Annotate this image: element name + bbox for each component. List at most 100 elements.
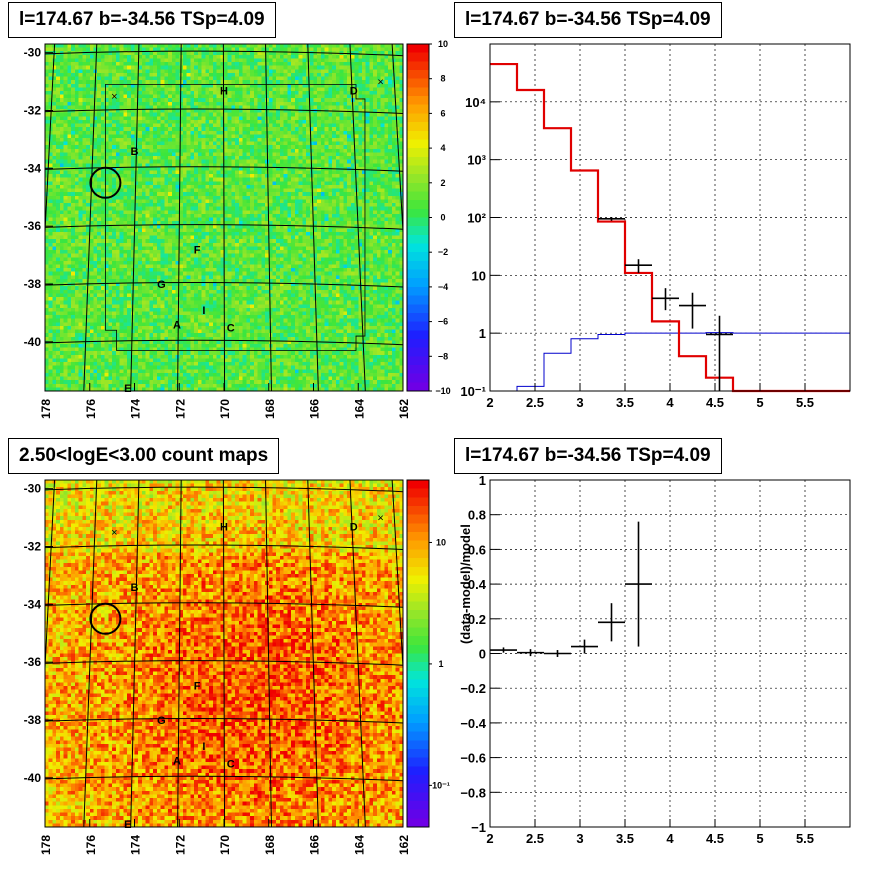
map-pixel [104,116,109,121]
map-pixel [130,119,135,124]
map-pixel [153,148,158,153]
map-pixel [194,376,199,381]
map-pixel [209,109,214,114]
map-pixel [71,387,76,392]
map-pixel [119,156,124,161]
map-pixel [74,325,79,330]
map-pixel [74,286,79,291]
map-pixel [48,80,53,85]
map-pixel [115,380,120,385]
map-pixel [171,83,176,88]
map-pixel [160,69,165,74]
map-pixel [127,318,132,323]
map-pixel [224,177,229,182]
map-pixel [227,116,232,121]
map-pixel [231,369,236,374]
map-pixel [205,340,210,345]
map-pixel [149,351,154,356]
map-pixel [78,156,83,161]
map-pixel [186,253,191,258]
map-pixel [97,159,102,164]
map-pixel [179,235,184,240]
map-pixel [149,177,154,182]
map-pixel [201,152,206,157]
map-pixel [168,119,173,124]
map-pixel [156,177,162,182]
map-pixel [149,72,154,77]
map-pixel [93,54,98,59]
map-pixel [74,231,79,236]
map-pixel [119,297,124,302]
map-pixel [127,199,132,204]
map-pixel [194,340,199,345]
map-pixel [141,72,147,77]
map-pixel [82,76,87,81]
map-pixel [78,278,83,283]
map-pixel [164,166,169,171]
map-pixel [123,300,128,305]
map-pixel [209,271,214,276]
map-pixel [115,145,120,150]
map-pixel [67,199,72,204]
map-pixel [186,87,191,92]
map-pixel [224,199,229,204]
map-pixel [205,224,210,229]
map-pixel [205,325,210,330]
map-pixel [71,322,76,327]
map-pixel [179,210,184,215]
map-pixel [63,127,68,132]
map-pixel [197,365,203,370]
map-pixel [100,297,106,302]
map-pixel [74,65,79,70]
map-pixel [156,369,162,374]
map-pixel [175,195,180,200]
map-pixel [153,101,158,106]
map-pixel [197,217,203,222]
map-pixel [127,47,132,52]
map-pixel [104,109,109,114]
map-pixel [182,72,188,77]
map-pixel [197,105,203,110]
map-pixel [153,137,158,142]
map-pixel [86,235,91,240]
map-pixel [190,351,195,356]
map-pixel [130,268,135,273]
map-pixel [182,325,188,330]
map-pixel [220,376,225,381]
map-pixel [227,242,232,247]
map-pixel [45,47,50,52]
map-pixel [93,264,98,269]
map-pixel [209,282,214,287]
map-pixel [56,94,61,99]
map-pixel [74,112,79,117]
map-pixel [78,98,83,103]
map-pixel [160,58,165,63]
map-pixel [227,206,232,211]
map-pixel [104,318,109,323]
map-pixel [212,380,217,385]
map-pixel [175,137,180,142]
map-pixel [190,166,195,171]
map-pixel [216,387,221,392]
map-pixel [190,69,195,74]
map-pixel [115,383,120,388]
map-pixel [123,293,128,298]
map-pixel [48,336,53,341]
map-pixel [134,311,139,316]
map-pixel [100,344,106,349]
map-pixel [130,58,135,63]
map-pixel [160,80,165,85]
map-pixel [216,116,221,121]
map-pixel [45,235,50,240]
map-pixel [186,282,191,287]
map-pixel [97,105,102,110]
map-pixel [209,141,214,146]
map-pixel [149,250,154,255]
map-pixel [209,123,214,128]
map-pixel [141,344,147,349]
map-pixel [141,358,147,363]
map-pixel [127,289,132,294]
map-pixel [86,376,91,381]
map-pixel [119,246,124,251]
map-pixel [82,228,87,233]
